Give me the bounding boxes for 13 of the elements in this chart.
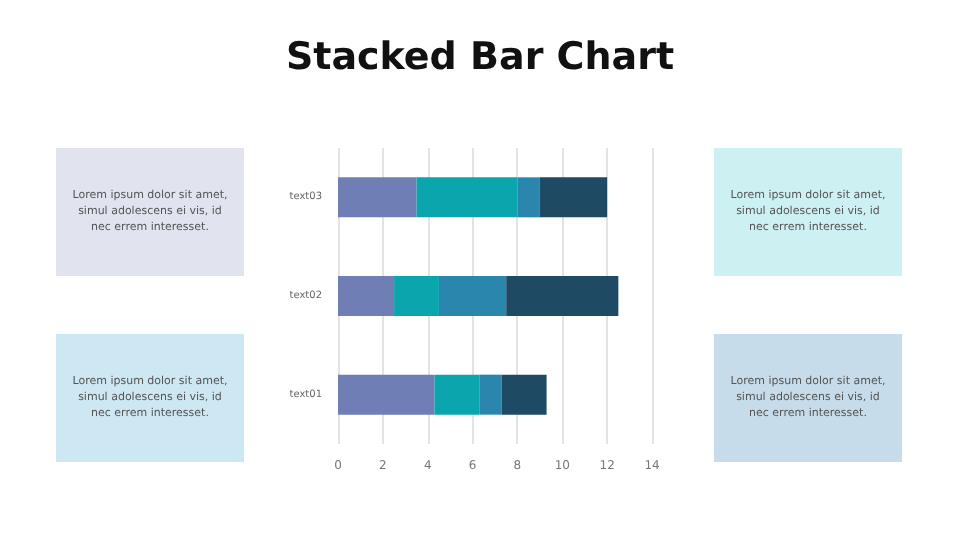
bar: [338, 374, 435, 415]
bar: [338, 276, 395, 316]
bar: [539, 177, 608, 218]
bar: [517, 177, 540, 218]
chart-title: Stacked Bar Chart: [285, 35, 675, 79]
bar: [438, 276, 507, 316]
bar: [501, 374, 547, 415]
bar: [338, 177, 417, 218]
bar: [394, 276, 439, 316]
bar: [434, 374, 480, 415]
bar: [506, 276, 619, 316]
bar: [416, 177, 518, 218]
bar: [479, 374, 502, 415]
